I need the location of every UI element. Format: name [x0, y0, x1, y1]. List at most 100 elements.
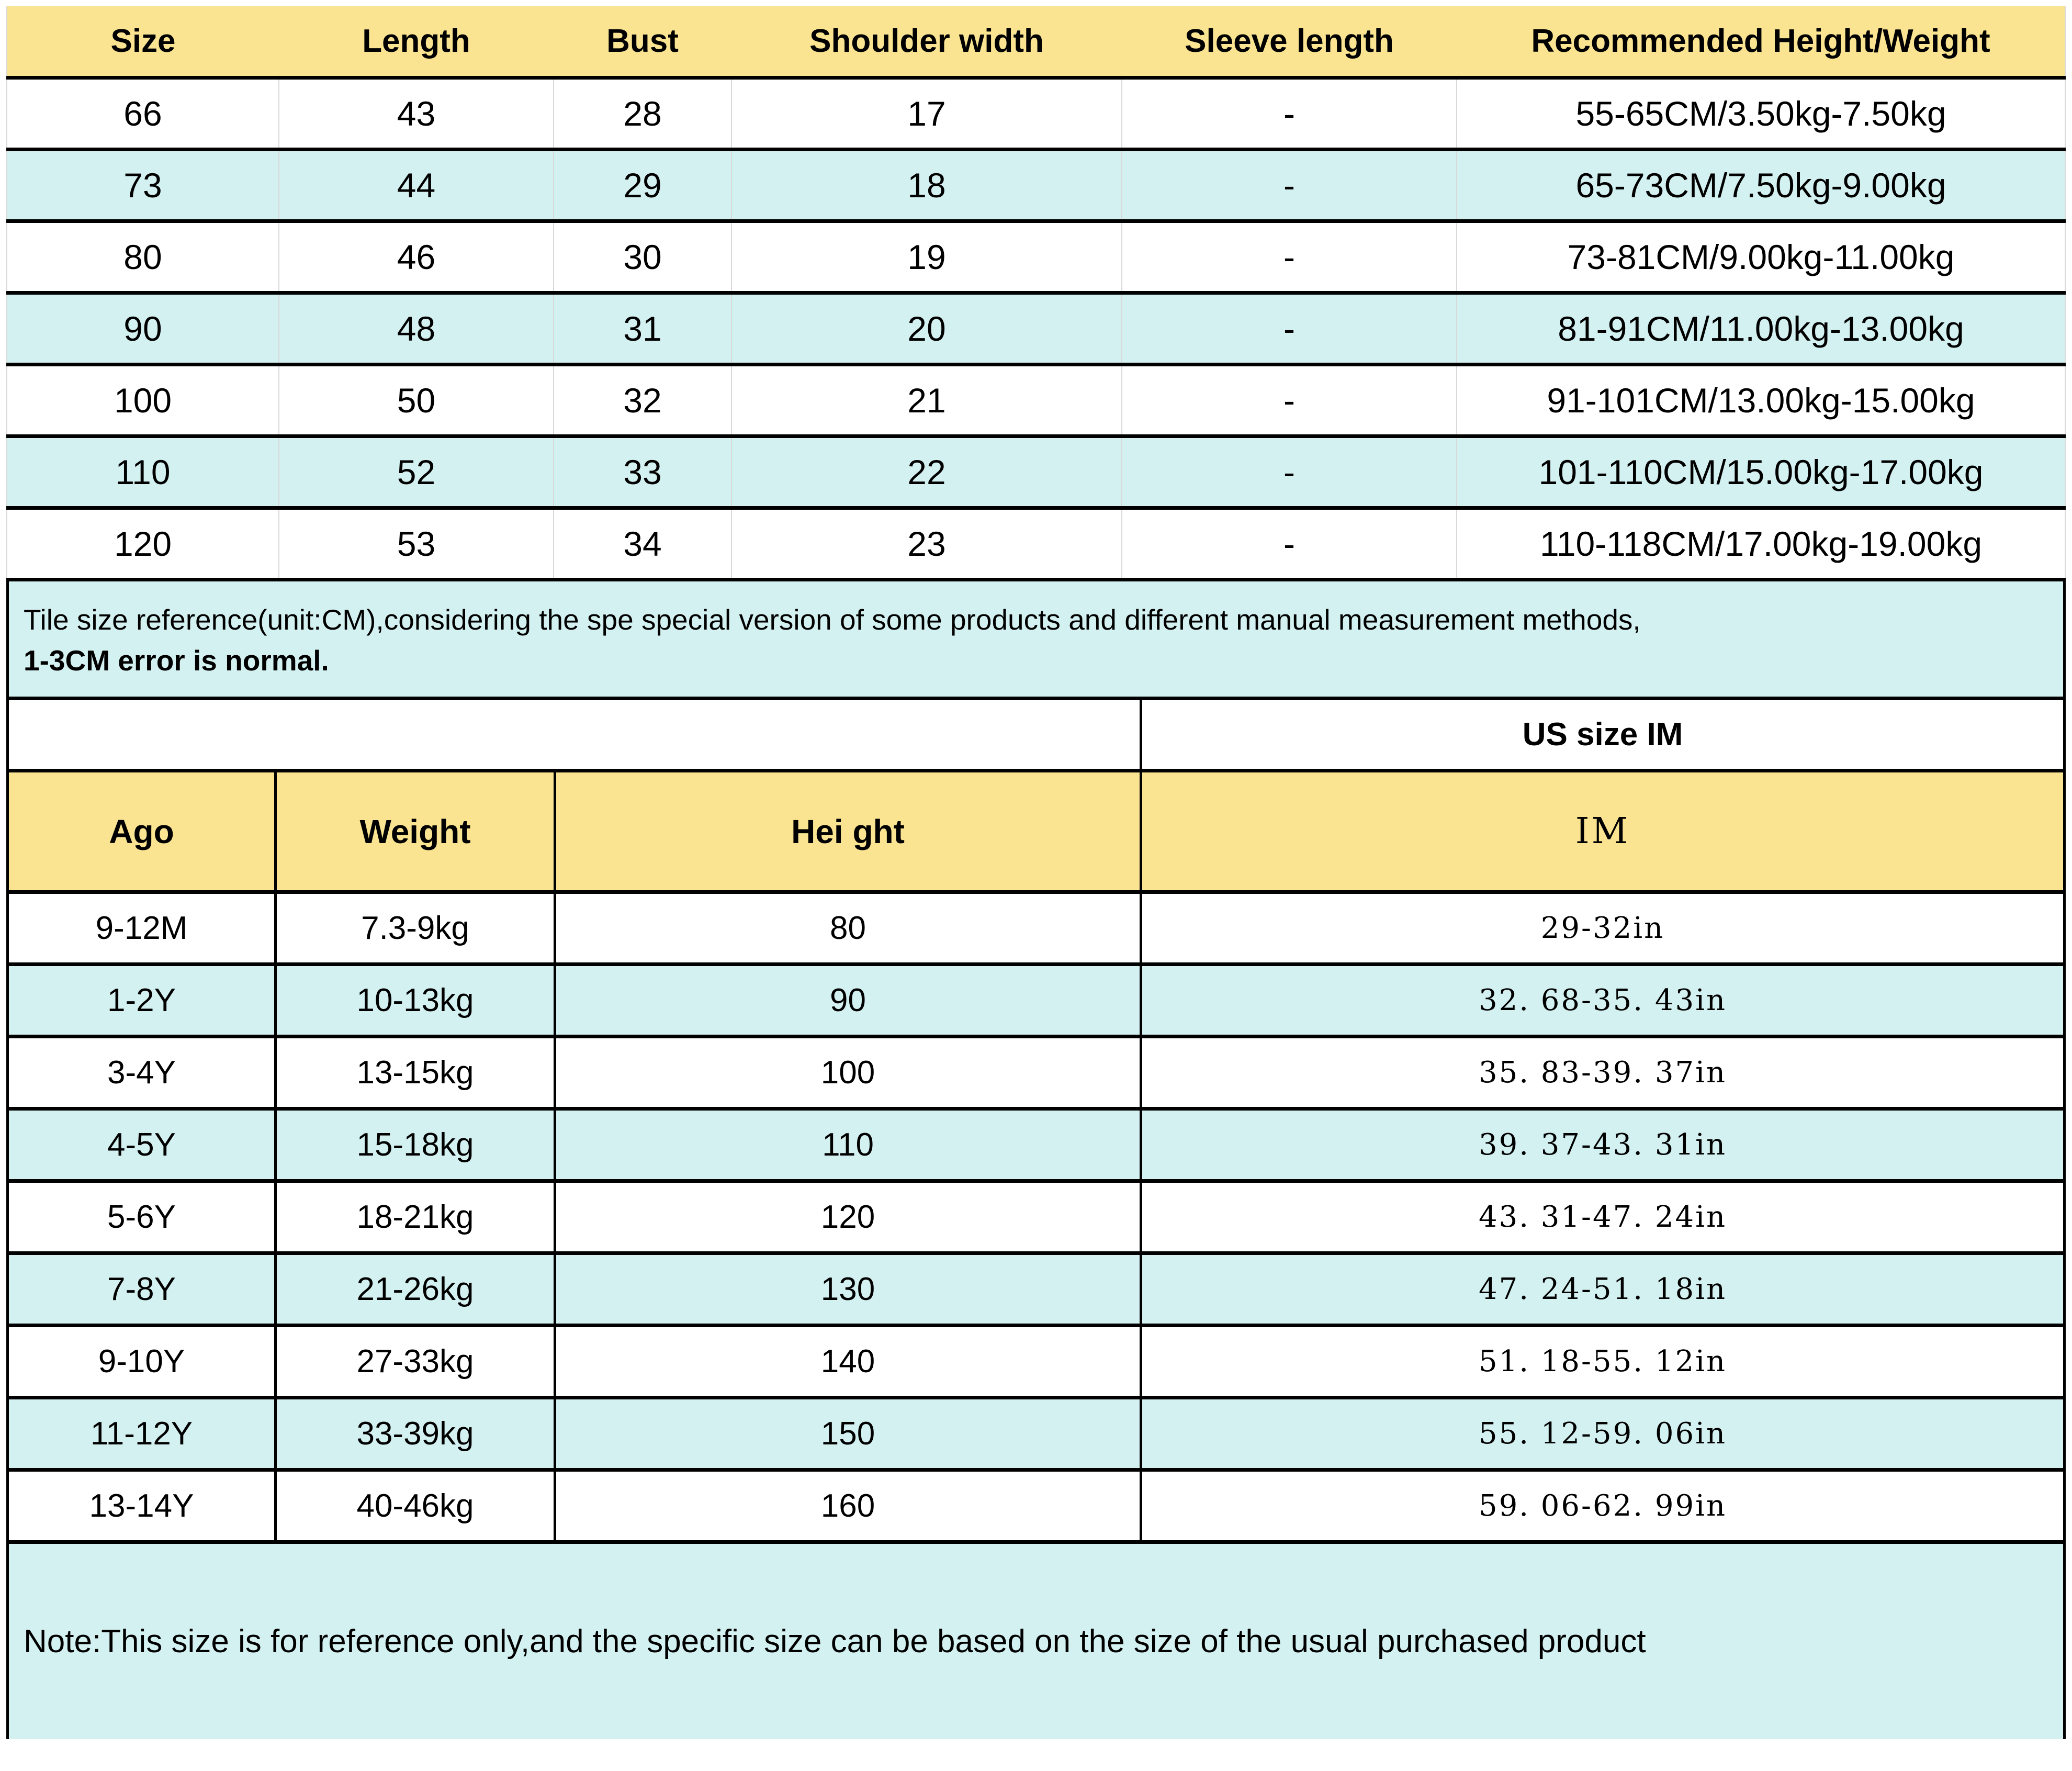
table-cell: 40-46kg [274, 1470, 555, 1542]
table-cell: 4-5Y [107, 1127, 176, 1163]
table-cell: 34 [553, 508, 731, 580]
table-cell: 13-15kg [274, 1036, 555, 1109]
table-cell: 9-12M [95, 910, 188, 947]
size-table-header: Length [279, 6, 554, 78]
table-cell: 47. 24-51. 18in [1140, 1253, 2065, 1326]
table-cell: 17 [731, 77, 1122, 150]
table-cell: 120 [114, 524, 172, 563]
table-cell: 33 [553, 436, 731, 508]
us-table-header: Hei ght [553, 770, 1141, 892]
table-row: 5-6Y 18-21kg 120 43. 31-47. 24in [7, 1181, 2065, 1253]
table-cell: - [1121, 77, 1457, 150]
table-cell: - [1121, 149, 1457, 221]
table-cell: 110 [115, 453, 171, 491]
us-size-title-row: US size IM [7, 700, 2065, 771]
table-cell: 52 [278, 436, 554, 508]
table-cell: 66 [123, 94, 162, 133]
table-cell: 50 [278, 364, 554, 436]
table-row: 66 43 28 17 - 55-65CM/3.50kg-7.50kg [7, 77, 2065, 150]
table-cell: 15-18kg [274, 1108, 555, 1181]
table-row: 11-12Y 33-39kg 150 55. 12-59. 06in [7, 1397, 2065, 1470]
table-cell: 44 [278, 149, 554, 221]
note-measurement: Tile size reference(unit:CM),considering… [6, 581, 2066, 701]
note-reference-text: Note:This size is for reference only,and… [24, 1623, 1646, 1660]
table-cell: 140 [553, 1325, 1141, 1398]
table-row: 1-2Y 10-13kg 90 32. 68-35. 43in [7, 964, 2065, 1037]
table-row: 120 53 34 23 - 110-118CM/17.00kg-19.00kg [7, 508, 2065, 580]
size-table-header: Bust [554, 6, 731, 78]
table-cell: 43 [278, 77, 554, 150]
table-cell: 100 [553, 1036, 1141, 1109]
table-cell: 130 [553, 1253, 1141, 1326]
table-cell: - [1121, 364, 1457, 436]
table-cell: 35. 83-39. 37in [1140, 1036, 2065, 1109]
table-cell: 27-33kg [274, 1325, 555, 1398]
note-measurement-line2: 1-3CM error is normal. [24, 644, 329, 677]
table-cell: 1-2Y [107, 982, 176, 1019]
table-row: 90 48 31 20 - 81-91CM/11.00kg-13.00kg [7, 293, 2065, 365]
size-table: Size Length Bust Shoulder width Sleeve l… [6, 6, 2066, 581]
table-row: 100 50 32 21 - 91-101CM/13.00kg-15.00kg [7, 364, 2065, 436]
table-cell: 13-14Y [89, 1488, 194, 1525]
us-table-header: IM [1140, 770, 2065, 892]
table-row: 4-5Y 15-18kg 110 39. 37-43. 31in [7, 1108, 2065, 1181]
table-cell: 21-26kg [274, 1253, 555, 1326]
table-cell: 110-118CM/17.00kg-19.00kg [1456, 508, 2065, 580]
table-cell: 65-73CM/7.50kg-9.00kg [1456, 149, 2065, 221]
table-cell: 120 [553, 1181, 1141, 1253]
table-cell: 11-12Y [90, 1416, 193, 1452]
table-row: 73 44 29 18 - 65-73CM/7.50kg-9.00kg [7, 149, 2065, 221]
note-measurement-line1: Tile size reference(unit:CM),considering… [24, 603, 1641, 636]
us-size-header-row: Ago Weight Hei ght IM [7, 770, 2065, 892]
table-cell: 33-39kg [274, 1397, 555, 1470]
table-cell: 46 [278, 221, 554, 293]
table-cell: 28 [553, 77, 731, 150]
table-cell: 7.3-9kg [274, 892, 555, 965]
table-row: 9-10Y 27-33kg 140 51. 18-55. 12in [7, 1325, 2065, 1398]
table-cell: 53 [278, 508, 554, 580]
table-cell: 19 [731, 221, 1122, 293]
empty-cell [7, 700, 1141, 771]
table-cell: 32. 68-35. 43in [1140, 964, 2065, 1037]
table-cell: 20 [731, 293, 1122, 365]
us-size-table: US size IM Ago Weight Hei ght IM 9-12M 7… [6, 700, 2066, 1544]
us-table-header: Ago [7, 770, 276, 892]
table-cell: 160 [553, 1470, 1141, 1542]
size-table-header: Size [7, 6, 279, 78]
table-cell: 10-13kg [274, 964, 555, 1037]
table-cell: 91-101CM/13.00kg-15.00kg [1456, 364, 2065, 436]
size-chart-sheet: Size Length Bust Shoulder width Sleeve l… [6, 6, 2066, 1740]
table-cell: 29-32in [1140, 892, 2065, 965]
table-cell: 110 [553, 1108, 1141, 1181]
table-cell: 43. 31-47. 24in [1140, 1181, 2065, 1253]
table-cell: 18 [731, 149, 1122, 221]
table-cell: 31 [553, 293, 731, 365]
table-cell: 3-4Y [107, 1055, 176, 1091]
table-cell: - [1121, 508, 1457, 580]
size-table-header-row: Size Length Bust Shoulder width Sleeve l… [7, 6, 2065, 78]
table-cell: 73-81CM/9.00kg-11.00kg [1456, 221, 2065, 293]
table-cell: 51. 18-55. 12in [1140, 1325, 2065, 1398]
table-row: 3-4Y 13-15kg 100 35. 83-39. 37in [7, 1036, 2065, 1109]
table-cell: 39. 37-43. 31in [1140, 1108, 2065, 1181]
table-cell: 101-110CM/15.00kg-17.00kg [1456, 436, 2065, 508]
table-cell: 48 [278, 293, 554, 365]
table-cell: 23 [731, 508, 1122, 580]
table-cell: 90 [123, 309, 162, 348]
table-cell: 80 [123, 238, 162, 276]
table-cell: 81-91CM/11.00kg-13.00kg [1456, 293, 2065, 365]
table-cell: - [1121, 293, 1457, 365]
us-table-header: Weight [274, 770, 555, 892]
size-table-header: Shoulder width [731, 6, 1122, 78]
table-cell: 150 [553, 1397, 1141, 1470]
size-table-header: Recommended Height/Weight [1457, 6, 2065, 78]
us-size-title: US size IM [1140, 700, 2065, 771]
table-cell: 9-10Y [98, 1343, 185, 1380]
table-row: 9-12M 7.3-9kg 80 29-32in [7, 892, 2065, 965]
table-cell: 90 [553, 964, 1141, 1037]
table-cell: 55-65CM/3.50kg-7.50kg [1456, 77, 2065, 150]
table-cell: 7-8Y [107, 1271, 176, 1308]
table-cell: 21 [731, 364, 1122, 436]
table-cell: 18-21kg [274, 1181, 555, 1253]
size-table-header: Sleeve length [1122, 6, 1457, 78]
